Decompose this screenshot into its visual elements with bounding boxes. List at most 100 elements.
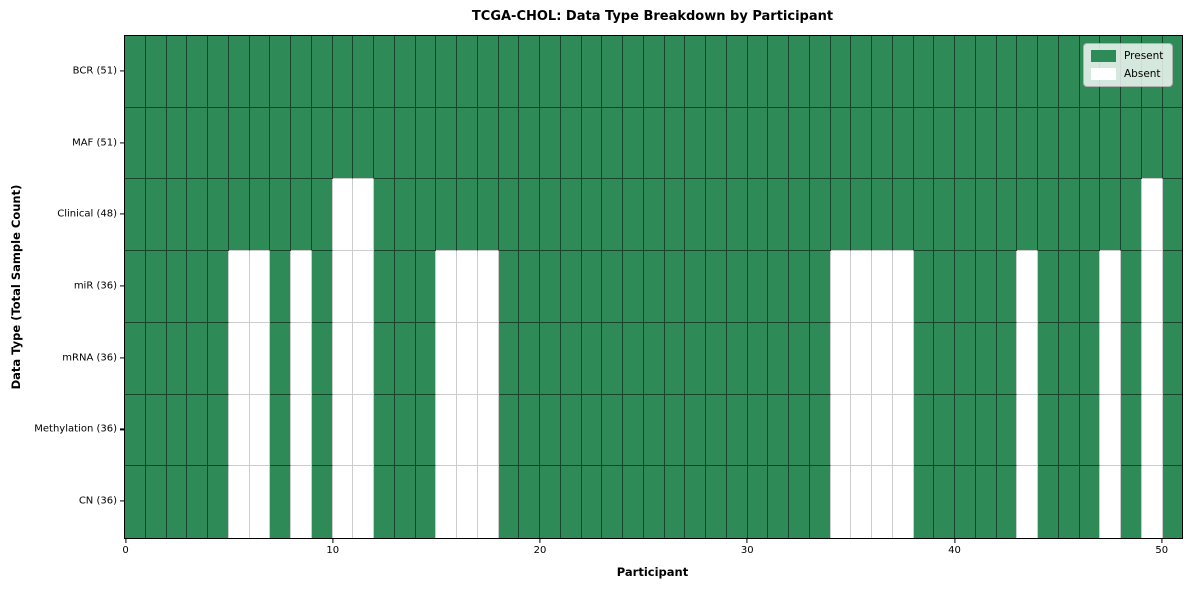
heatmap-cell (934, 394, 955, 467)
heatmap-cell (187, 322, 208, 395)
heatmap-cell (1141, 107, 1163, 180)
x-axis-label: Participant (616, 565, 689, 579)
heatmap-cell (1162, 394, 1183, 467)
heatmap-cell (374, 251, 395, 323)
heatmap-cell (125, 251, 146, 323)
present-swatch-icon (1091, 50, 1116, 62)
heatmap-row-BCR (125, 36, 1183, 108)
heatmap-cell (975, 466, 997, 539)
heatmap-cell (643, 179, 665, 252)
legend-label-present: Present (1124, 49, 1164, 62)
heatmap-cell (1038, 36, 1059, 108)
heatmap-cell (789, 466, 810, 539)
heatmap-cell (394, 36, 416, 108)
heatmap-cell (830, 394, 852, 467)
heatmap-cell (1017, 322, 1038, 395)
y-tick-label-BCR: BCR (51) (72, 65, 117, 77)
heatmap-cell (477, 36, 499, 108)
x-tick-label-50: 50 (1155, 545, 1169, 556)
heatmap-cell (457, 394, 478, 467)
heatmap-cell (477, 179, 499, 252)
heatmap-cell (291, 107, 312, 180)
heatmap-cell (270, 394, 291, 467)
heatmap-cell (477, 251, 499, 323)
heatmap-cell (809, 107, 831, 180)
heatmap-cell (913, 322, 935, 395)
heatmap-cell (1121, 107, 1142, 180)
heatmap-cell (353, 179, 374, 252)
heatmap-cell (270, 36, 291, 108)
heatmap-cell (540, 251, 561, 323)
heatmap-cell (560, 394, 582, 467)
heatmap-cell (1121, 466, 1142, 539)
heatmap-cell (1100, 251, 1121, 323)
heatmap-cell (145, 107, 167, 180)
x-tick-mark (1161, 538, 1163, 543)
heatmap-cell (685, 322, 706, 395)
y-tick-mark (120, 357, 124, 359)
heatmap-cell (892, 394, 914, 467)
heatmap-cell (332, 251, 354, 323)
heatmap-cell (125, 394, 146, 467)
heatmap-cell (311, 322, 333, 395)
heatmap-cell (581, 36, 603, 108)
heatmap-cell (1141, 322, 1163, 395)
heatmap-cell (726, 466, 748, 539)
heatmap-cell (166, 322, 188, 395)
heatmap-cell (540, 107, 561, 180)
heatmap-cell (581, 251, 603, 323)
heatmap-cell (519, 394, 540, 467)
heatmap-cell (664, 251, 686, 323)
heatmap-cell (291, 36, 312, 108)
heatmap-cell (498, 107, 520, 180)
heatmap-cell (623, 394, 644, 467)
heatmap-cell (643, 466, 665, 539)
heatmap-cell (892, 322, 914, 395)
heatmap-cell (1058, 36, 1080, 108)
heatmap-cell (1100, 394, 1121, 467)
heatmap-cell (996, 251, 1018, 323)
heatmap-cell (623, 322, 644, 395)
heatmap-cell (1058, 107, 1080, 180)
heatmap-cell (706, 322, 727, 395)
heatmap-cell (498, 36, 520, 108)
heatmap-cell (685, 466, 706, 539)
heatmap-cell (623, 179, 644, 252)
heatmap-cell (768, 394, 789, 467)
heatmap-cell (955, 251, 976, 323)
heatmap-cell (166, 107, 188, 180)
heatmap-cell (872, 107, 893, 180)
heatmap-cell (249, 251, 271, 323)
heatmap-cell (311, 251, 333, 323)
heatmap-cell (664, 107, 686, 180)
heatmap-cell (851, 179, 872, 252)
y-axis-label: Data Type (Total Sample Count) (9, 184, 23, 390)
y-tick-label-MAF: MAF (51) (72, 137, 117, 149)
heatmap-cell (581, 394, 603, 467)
heatmap-cell (228, 36, 250, 108)
y-tick-mark (120, 428, 124, 431)
heatmap-cell (1162, 466, 1183, 539)
heatmap-cell (1141, 179, 1163, 252)
heatmap-cell (457, 251, 478, 323)
heatmap-cell (353, 394, 374, 467)
heatmap-cell (145, 322, 167, 395)
heatmap-cell (477, 107, 499, 180)
heatmap-cell (602, 107, 623, 180)
heatmap-cell (415, 36, 437, 108)
heatmap-cell (685, 251, 706, 323)
heatmap-cell (1038, 179, 1059, 252)
heatmap-cell (830, 179, 852, 252)
heatmap-cell (623, 36, 644, 108)
heatmap-cell (706, 251, 727, 323)
chart-title: TCGA-CHOL: Data Type Breakdown by Partic… (471, 9, 834, 24)
heatmap-cell (768, 179, 789, 252)
heatmap-cell (1079, 394, 1101, 467)
heatmap-cell (415, 322, 437, 395)
heatmap-cell (249, 466, 271, 539)
heatmap-cell (789, 179, 810, 252)
heatmap-cell (353, 322, 374, 395)
heatmap-cell (436, 251, 457, 323)
heatmap-cell (768, 36, 789, 108)
heatmap-cell (125, 107, 146, 180)
